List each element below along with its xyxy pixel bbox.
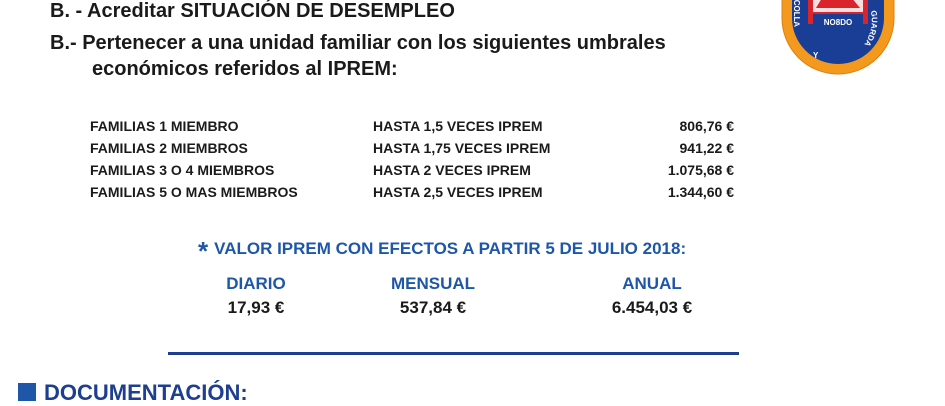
requirement-family-income-cont: económicos referidos al IPREM: xyxy=(92,58,398,80)
family-size-cell: FAMILIAS 2 MIEMBROS xyxy=(90,140,248,156)
iprem-title: VALOR IPREM CON EFECTOS A PARTIR 5 DE JU… xyxy=(214,239,687,258)
iprem-multiplier-cell: HASTA 2 VECES IPREM xyxy=(373,162,531,178)
iprem-daily-label: DIARIO xyxy=(226,274,286,293)
iprem-monthly: MENSUAL 537,84 € xyxy=(373,272,493,320)
iprem-monthly-label: MENSUAL xyxy=(390,274,476,293)
family-size-cell: FAMILIAS 3 O 4 MIEMBROS xyxy=(90,162,275,178)
iprem-multiplier-cell: HASTA 2,5 VECES IPREM xyxy=(373,184,543,200)
requirement-unemployment: B. - Acreditar SITUACIÓN DE DESEMPLEO xyxy=(50,0,455,22)
iprem-daily-value: 17,93 € xyxy=(227,298,285,317)
iprem-multiplier-cell: HASTA 1,5 VECES IPREM xyxy=(373,118,543,134)
logo-text-left: COLLA xyxy=(792,0,801,28)
section-heading: DOCUMENTACIÓN: xyxy=(18,380,248,406)
iprem-monthly-value: 537,84 € xyxy=(399,298,467,317)
logo-motto: NO8DO xyxy=(824,18,852,27)
amount-cell: 1.344,60 € xyxy=(667,184,734,200)
section-divider xyxy=(168,352,739,355)
iprem-daily: DIARIO 17,93 € xyxy=(196,272,316,320)
logo-text-bottom: Y xyxy=(813,51,819,60)
section-title: DOCUMENTACIÓN: xyxy=(44,380,248,405)
family-size-cell: FAMILIAS 5 O MAS MIEMBROS xyxy=(90,184,298,200)
family-size-cell: FAMILIAS 1 MIEMBRO xyxy=(90,118,239,134)
iprem-annual-label: ANUAL xyxy=(622,274,682,293)
iprem-multiplier-cell: HASTA 1,75 VECES IPREM xyxy=(373,140,551,156)
bullet-square-icon xyxy=(18,383,36,401)
iprem-annual-value: 6.454,03 € xyxy=(611,298,693,317)
organization-logo: NO8DO COLLA LE GUARDA Y xyxy=(781,0,895,75)
iprem-heading: * VALOR IPREM CON EFECTOS A PARTIR 5 DE J… xyxy=(198,236,686,267)
amount-cell: 1.075,68 € xyxy=(667,162,734,178)
requirement-family-income: B.- Pertenecer a una unidad familiar con… xyxy=(50,32,666,54)
amount-cell: 806,76 € xyxy=(679,118,735,134)
amount-cell: 941,22 € xyxy=(679,140,735,156)
iprem-annual: ANUAL 6.454,03 € xyxy=(587,272,717,320)
asterisk-icon: * xyxy=(198,236,209,266)
